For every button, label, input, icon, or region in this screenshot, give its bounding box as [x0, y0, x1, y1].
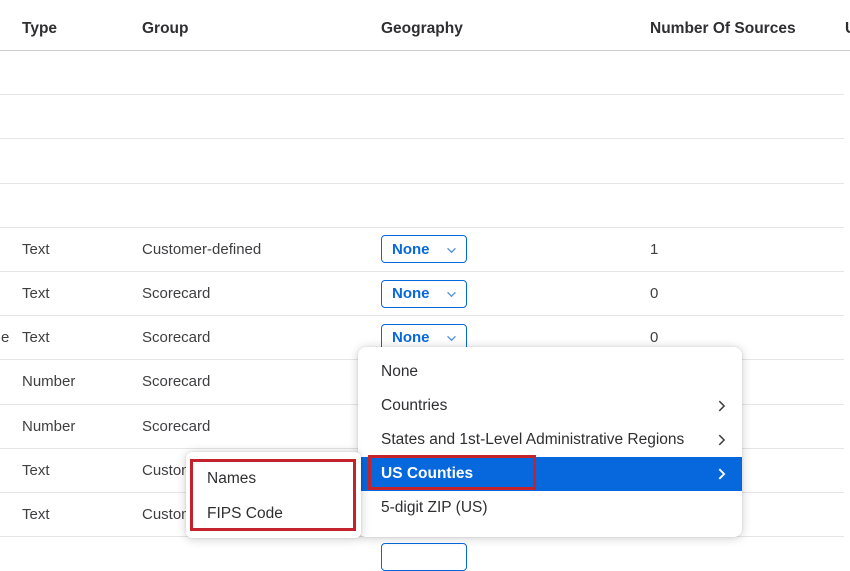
submenu-item-names[interactable]: Names [186, 461, 361, 496]
table-header: Type Group Geography Number Of Sources U [0, 0, 850, 51]
menu-item-label: Countries [381, 397, 448, 414]
geography-dropdown-value: None [392, 329, 430, 347]
submenu-item-label: Names [207, 469, 257, 487]
submenu-item-fips-code[interactable]: FIPS Code [186, 496, 361, 531]
column-header-truncated: U [845, 0, 850, 50]
type-cell: Number [22, 373, 76, 391]
chevron-down-icon [446, 335, 457, 342]
table-row: Text Customer-defined None 1 [0, 227, 844, 272]
sources-cell: 0 [650, 285, 659, 303]
type-cell: Text [22, 240, 50, 258]
chevron-right-icon [717, 433, 726, 447]
table-row-empty [0, 51, 844, 96]
geography-dropdown-value: None [392, 240, 430, 258]
us-counties-submenu: Names FIPS Code [186, 452, 361, 538]
group-cell: Scorecard [142, 373, 211, 391]
menu-item-states[interactable]: States and 1st-Level Administrative Regi… [358, 423, 742, 457]
chevron-down-icon [446, 247, 457, 254]
menu-item-label: None [381, 363, 419, 380]
chevron-down-icon [446, 291, 457, 298]
menu-item-label: States and 1st-Level Administrative Regi… [381, 431, 685, 448]
column-header-group: Group [142, 19, 189, 37]
column-header-type: Type [22, 19, 58, 37]
group-cell: Customer-defined [142, 240, 262, 258]
sources-cell: 1 [650, 240, 659, 258]
table-row-empty [0, 95, 844, 140]
geography-dropdown-menu: None Countries States and 1st-Level Admi… [358, 347, 742, 537]
menu-item-5digit-zip[interactable]: 5-digit ZIP (US) [358, 491, 742, 525]
type-cell: Text [22, 506, 50, 524]
geography-dropdown-value: None [392, 285, 430, 303]
type-cell: Number [22, 417, 76, 435]
column-header-geography: Geography [381, 19, 463, 37]
table-row-empty [0, 183, 844, 228]
sources-cell: 0 [650, 329, 659, 347]
table-row: Text Scorecard None 0 [0, 272, 844, 317]
type-cell: Text [22, 285, 50, 303]
chevron-right-icon [717, 467, 726, 481]
type-cell: Text [22, 329, 50, 347]
group-cell: Scorecard [142, 417, 211, 435]
menu-item-label: 5-digit ZIP (US) [381, 499, 488, 516]
clipped-text-fragment: e [1, 329, 10, 347]
menu-item-none[interactable]: None [358, 355, 742, 389]
column-header-sources: Number Of Sources [650, 19, 796, 37]
type-cell: Text [22, 461, 50, 479]
group-cell: Scorecard [142, 285, 211, 303]
geography-dropdown-button-partial[interactable] [381, 543, 467, 571]
menu-item-countries[interactable]: Countries [358, 389, 742, 423]
menu-item-label: US Counties [381, 465, 474, 482]
table-row-empty [0, 139, 844, 184]
submenu-item-label: FIPS Code [207, 504, 283, 522]
geography-dropdown-button[interactable]: None [381, 279, 467, 308]
geography-dropdown-button[interactable]: None [381, 235, 467, 264]
chevron-right-icon [717, 399, 726, 413]
menu-item-us-counties[interactable]: US Counties [358, 457, 742, 491]
group-cell: Scorecard [142, 329, 211, 347]
